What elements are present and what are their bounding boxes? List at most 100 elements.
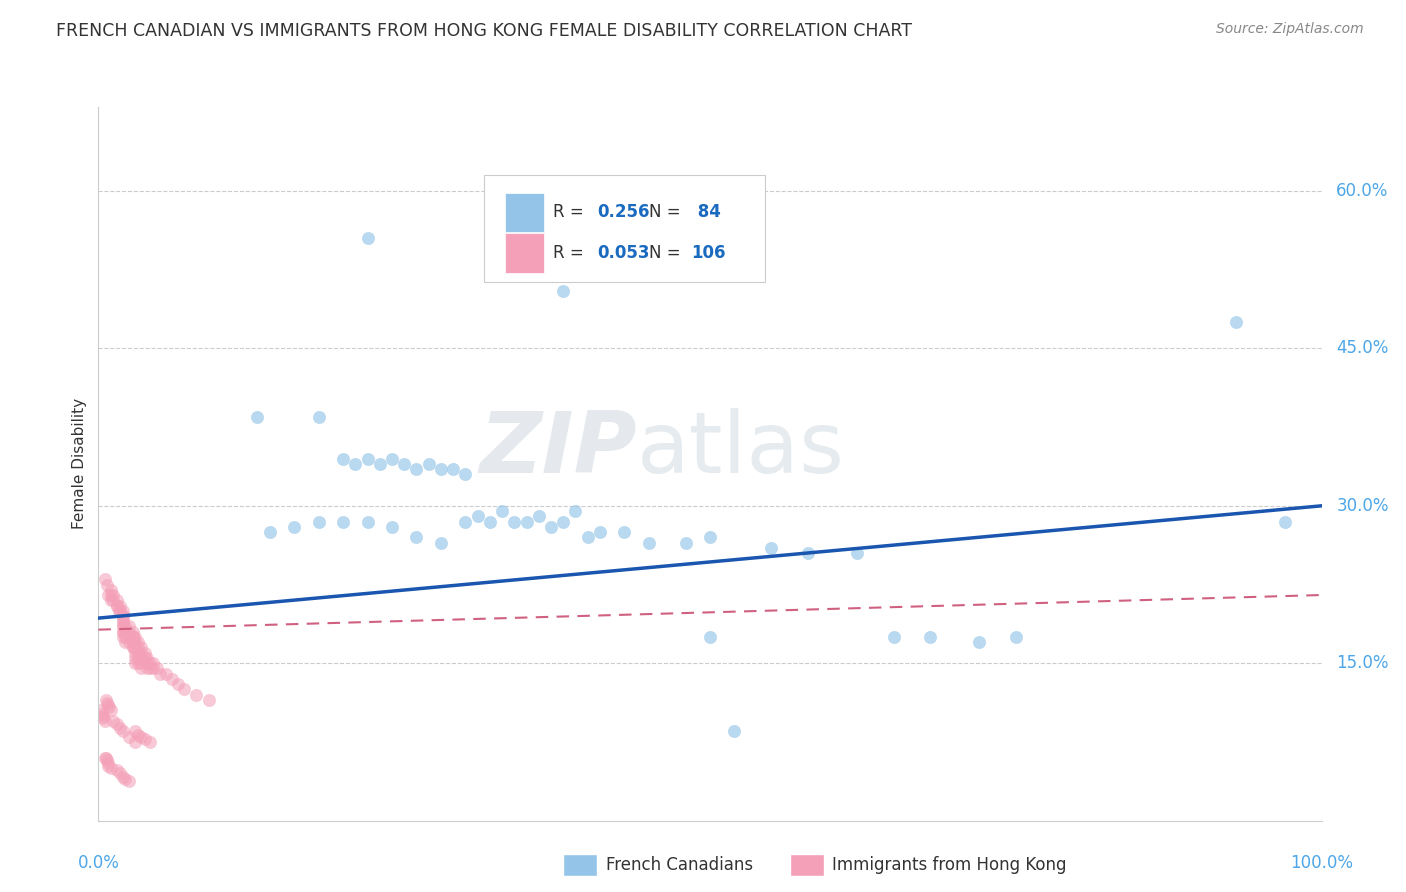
Point: [110, 721, 132, 735]
Point: [637, 535, 661, 549]
Point: [160, 672, 183, 686]
Point: [540, 520, 562, 534]
Point: [515, 515, 537, 529]
Point: [883, 630, 905, 644]
Point: [127, 646, 149, 660]
Point: [503, 515, 526, 529]
Point: [467, 509, 489, 524]
Point: [124, 724, 146, 739]
Point: [186, 688, 208, 702]
Point: [392, 457, 416, 471]
FancyBboxPatch shape: [484, 175, 765, 282]
Text: 84: 84: [692, 203, 720, 221]
Point: [127, 651, 149, 665]
Point: [134, 651, 156, 665]
Point: [576, 530, 599, 544]
Point: [129, 646, 152, 660]
Point: [149, 666, 172, 681]
Point: [139, 735, 162, 749]
Point: [553, 284, 575, 298]
Point: [91, 711, 114, 725]
Point: [111, 619, 134, 633]
Point: [920, 630, 942, 644]
Point: [129, 730, 152, 744]
Point: [564, 504, 586, 518]
Point: [105, 593, 128, 607]
Point: [344, 457, 367, 471]
Point: [111, 604, 134, 618]
Point: [246, 409, 269, 424]
Point: [761, 541, 783, 555]
Point: [699, 530, 721, 544]
Point: [553, 515, 575, 529]
Point: [101, 593, 124, 607]
Point: [129, 651, 152, 665]
Point: [111, 609, 134, 624]
FancyBboxPatch shape: [564, 855, 598, 876]
Text: Immigrants from Hong Kong: Immigrants from Hong Kong: [832, 856, 1067, 874]
Point: [136, 661, 159, 675]
Point: [111, 614, 134, 628]
Point: [142, 657, 165, 671]
Point: [134, 646, 156, 660]
Point: [139, 657, 162, 671]
Point: [283, 520, 305, 534]
Point: [111, 624, 134, 639]
Point: [96, 577, 118, 591]
FancyBboxPatch shape: [505, 234, 544, 273]
Point: [127, 657, 149, 671]
Point: [167, 677, 190, 691]
Point: [114, 630, 136, 644]
Point: [105, 764, 128, 778]
Point: [105, 599, 128, 613]
Point: [110, 766, 132, 780]
Text: French Canadians: French Canadians: [606, 856, 754, 874]
Point: [118, 624, 141, 639]
Point: [173, 682, 195, 697]
Point: [613, 524, 636, 539]
Point: [110, 604, 132, 618]
Point: [134, 731, 156, 746]
Point: [94, 750, 117, 764]
Point: [454, 467, 477, 482]
Point: [118, 635, 141, 649]
Point: [308, 409, 330, 424]
Text: 100.0%: 100.0%: [1291, 855, 1353, 872]
Text: 106: 106: [692, 244, 725, 261]
Text: 0.053: 0.053: [598, 244, 650, 261]
Point: [139, 661, 162, 675]
Point: [100, 588, 122, 602]
Text: 0.256: 0.256: [598, 203, 650, 221]
Point: [118, 773, 141, 788]
Point: [1274, 515, 1296, 529]
Point: [797, 546, 820, 560]
Point: [91, 708, 114, 723]
Point: [118, 730, 141, 744]
Point: [118, 619, 141, 633]
Point: [114, 619, 136, 633]
Point: [136, 657, 159, 671]
Point: [96, 753, 118, 767]
Point: [111, 724, 134, 739]
Point: [129, 661, 152, 675]
Point: [118, 630, 141, 644]
Point: [146, 661, 169, 675]
Point: [111, 614, 134, 628]
Point: [124, 735, 146, 749]
Point: [155, 666, 177, 681]
Text: Source: ZipAtlas.com: Source: ZipAtlas.com: [1216, 22, 1364, 37]
Point: [129, 640, 152, 655]
Point: [441, 462, 464, 476]
Point: [108, 604, 131, 618]
Point: [675, 535, 697, 549]
Text: N =: N =: [648, 203, 686, 221]
FancyBboxPatch shape: [790, 855, 824, 876]
Point: [699, 630, 721, 644]
Point: [121, 640, 143, 655]
Text: atlas: atlas: [637, 408, 845, 491]
Point: [308, 515, 330, 529]
Point: [332, 451, 354, 466]
Point: [418, 457, 440, 471]
Point: [98, 700, 121, 714]
Text: R =: R =: [554, 244, 589, 261]
